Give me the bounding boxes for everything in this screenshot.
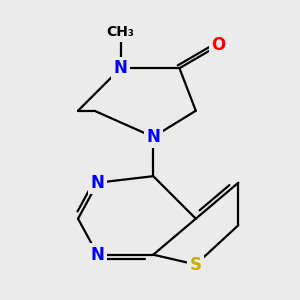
Text: N: N xyxy=(91,246,105,264)
Text: N: N xyxy=(146,128,160,146)
Text: O: O xyxy=(212,36,226,54)
Text: CH₃: CH₃ xyxy=(106,25,134,39)
Text: N: N xyxy=(114,59,128,77)
Text: S: S xyxy=(190,256,202,274)
Text: N: N xyxy=(91,174,105,192)
